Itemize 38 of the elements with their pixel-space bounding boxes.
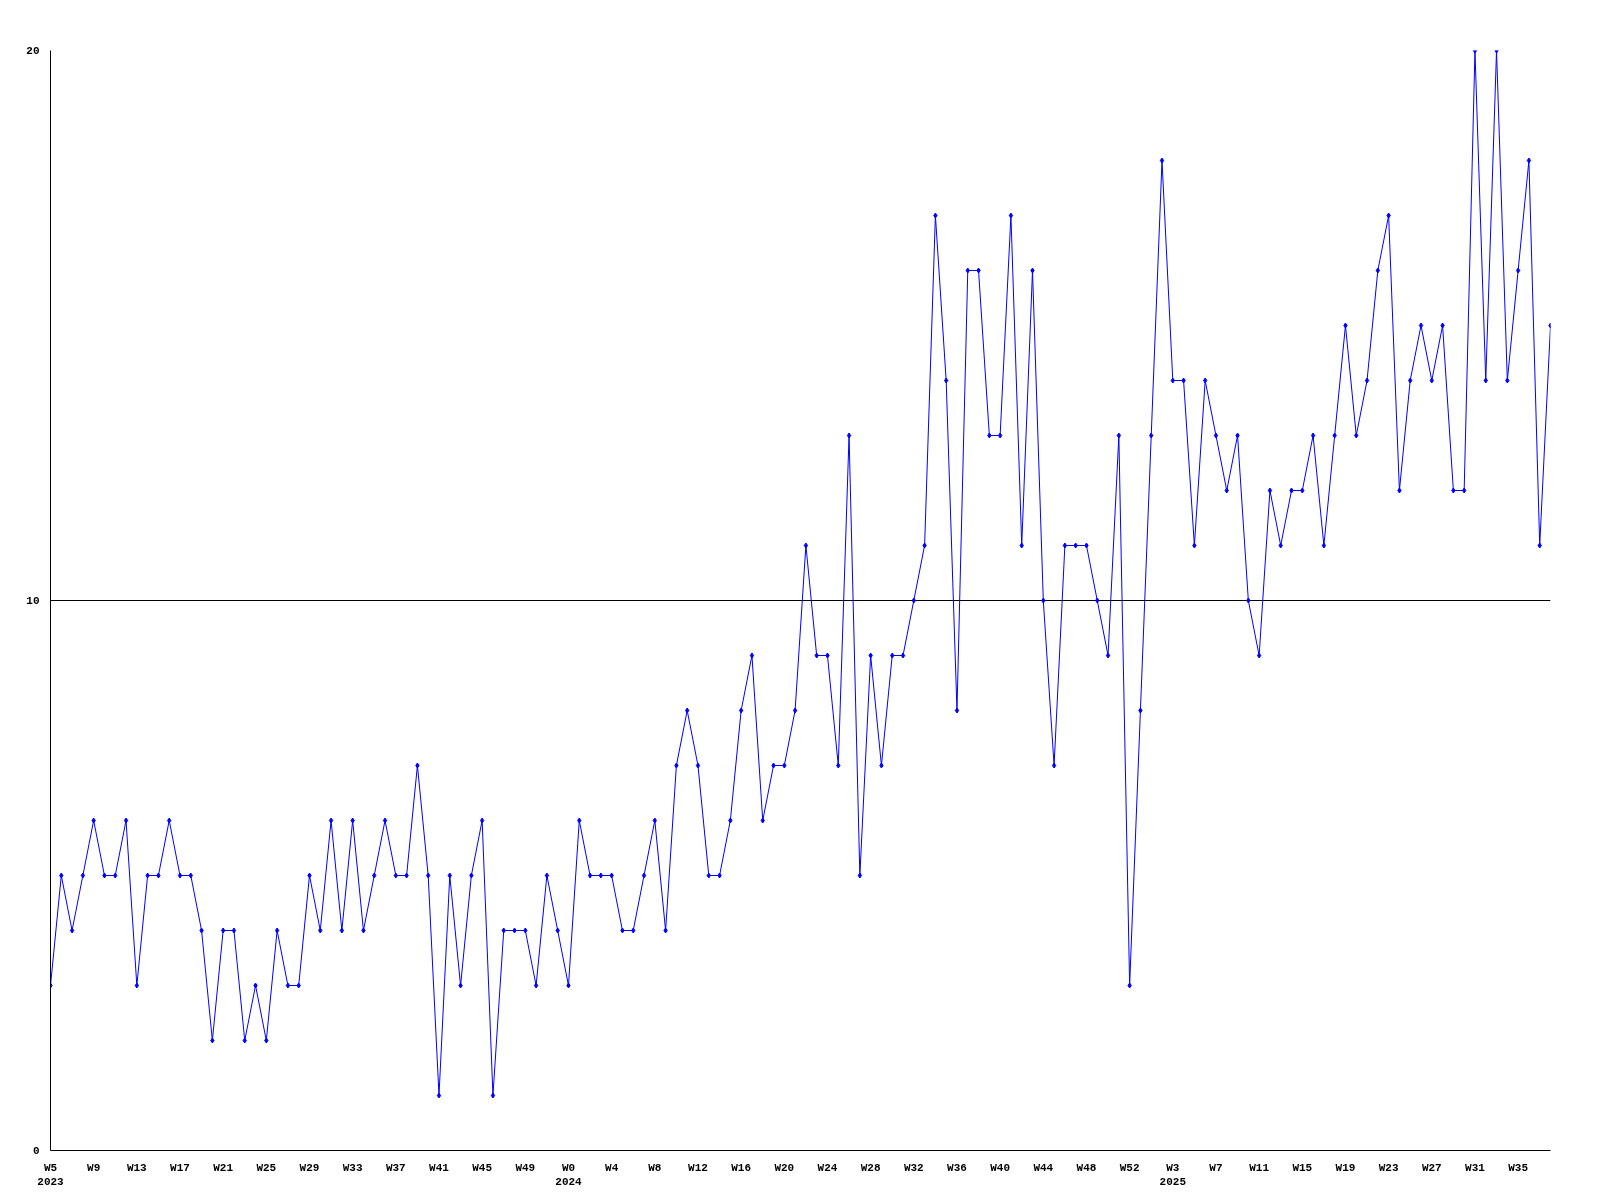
x-tick-label: W19 (1335, 1161, 1356, 1174)
x-tick-label: W4 (605, 1161, 619, 1174)
x-tick-label: W11 (1249, 1161, 1270, 1174)
x-tick-label: W45 (472, 1161, 493, 1174)
y-tick-label: 20 (26, 45, 40, 57)
x-tick-label: W32 (903, 1161, 924, 1174)
x-tick-label: W28 (860, 1161, 881, 1174)
x-tick-label: W29 (299, 1161, 320, 1174)
x-tick-label: W48 (1076, 1161, 1097, 1174)
x-tick-label: W36 (947, 1161, 967, 1174)
x-tick-label: W3 2025 (1159, 1161, 1187, 1188)
x-tick-label: W24 (817, 1161, 838, 1174)
x-tick-label: W31 (1465, 1161, 1486, 1174)
x-tick-label: W16 (731, 1161, 752, 1174)
x-tick-label: W40 (990, 1161, 1011, 1174)
x-tick-label: W12 (688, 1161, 708, 1174)
x-tick-label: W8 (648, 1161, 662, 1174)
x-tick-label: W15 (1292, 1161, 1313, 1174)
x-tick-label: W49 (515, 1161, 536, 1174)
x-tick-label: W33 (342, 1161, 363, 1174)
x-tick-label: W25 (256, 1161, 277, 1174)
x-tick-label: W5 2023 (37, 1161, 65, 1188)
x-tick-label: W27 (1421, 1161, 1442, 1174)
x-tick-label: W23 (1378, 1161, 1399, 1174)
x-tick-label: W17 (170, 1161, 190, 1174)
x-tick-label: W7 (1209, 1161, 1223, 1174)
x-tick-label: W13 (126, 1161, 148, 1174)
y-tick-label: 10 (26, 595, 40, 607)
x-tick-label: W41 (429, 1161, 450, 1174)
x-tick-label: W21 (213, 1161, 234, 1174)
y-tick-label: 0 (32, 1145, 40, 1157)
x-tick-label: W20 (774, 1161, 795, 1174)
x-tick-label: W52 (1119, 1161, 1140, 1174)
x-tick-label: W0 2024 (555, 1161, 583, 1188)
x-tick-label: W9 (87, 1161, 101, 1174)
x-tick-label: W37 (385, 1161, 406, 1174)
x-tick-label: W44 (1033, 1161, 1054, 1174)
x-tick-label: W35 (1508, 1161, 1529, 1174)
